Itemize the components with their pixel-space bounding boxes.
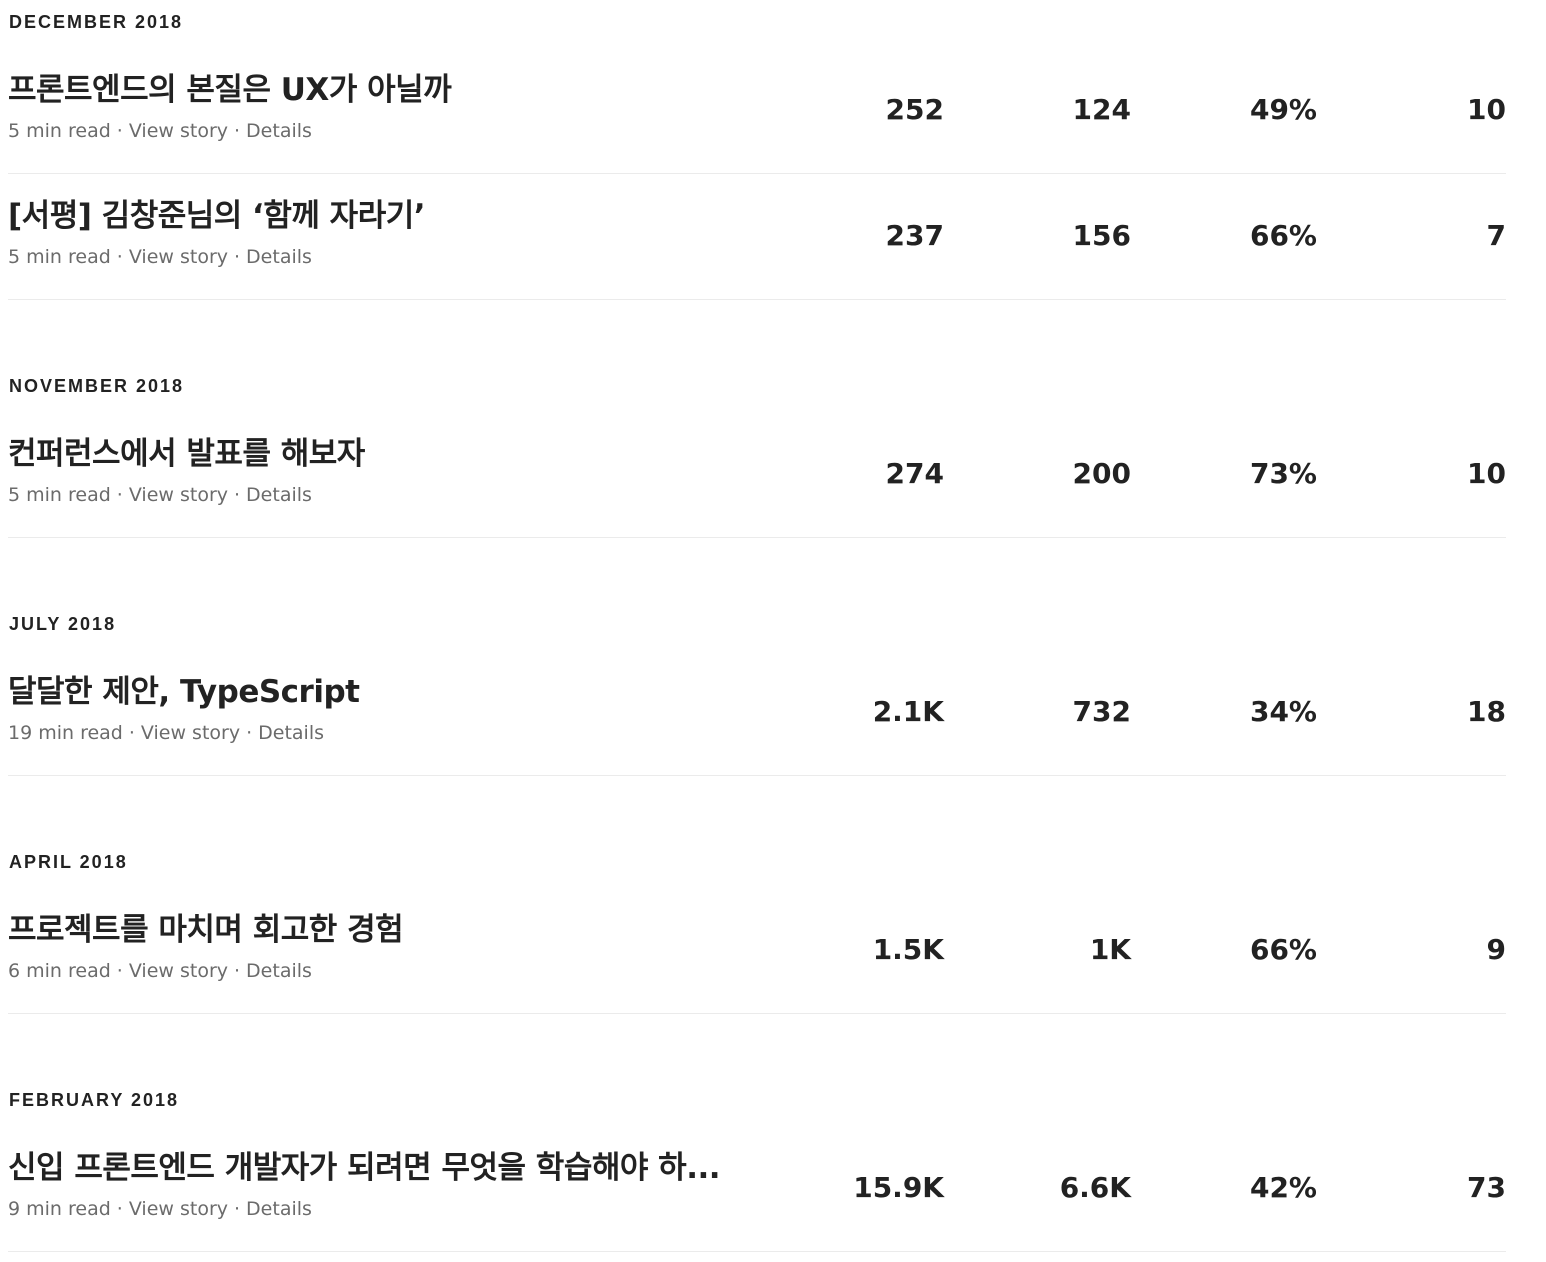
fans-count: 9 (1486, 933, 1506, 966)
story-title[interactable]: 컨퍼런스에서 발표를 해보자 (8, 436, 365, 472)
reads-count: 124 (1072, 93, 1131, 126)
reads-count: 200 (1072, 457, 1131, 490)
fans-count: 73 (1467, 1171, 1506, 1204)
meta-separator: · (116, 484, 123, 506)
view-story-link[interactable]: View story (128, 484, 228, 506)
reads-count: 156 (1072, 219, 1131, 252)
read-time: 9 min read (8, 1198, 111, 1220)
month-header: APRIL 2018 (9, 852, 128, 872)
read-ratio: 66% (1249, 933, 1317, 966)
reads-count: 6.6K (1059, 1171, 1131, 1204)
story-title[interactable]: 프론트엔드의 본질은 UX가 아닐까 (8, 72, 452, 108)
meta-separator: · (234, 484, 241, 506)
meta-separator: · (116, 120, 123, 142)
read-time: 5 min read (8, 120, 111, 142)
views-count: 252 (885, 93, 944, 126)
story-meta: 6 min read · View story · Details (8, 958, 312, 984)
story-meta: 9 min read · View story · Details (8, 1196, 312, 1222)
view-story-link[interactable]: View story (128, 120, 228, 142)
details-link[interactable]: Details (258, 722, 324, 744)
story-meta: 5 min read · View story · Details (8, 482, 312, 508)
month-header: FEBRUARY 2018 (9, 1090, 180, 1110)
read-ratio: 73% (1249, 457, 1317, 490)
read-ratio: 42% (1249, 1171, 1317, 1204)
story-row: 신입 프론트엔드 개발자가 되려면 무엇을 학습해야 하... 9 min re… (8, 1126, 1506, 1252)
story-meta: 19 min read · View story · Details (8, 720, 324, 746)
meta-separator: · (234, 120, 241, 142)
story-title[interactable]: 신입 프론트엔드 개발자가 되려면 무엇을 학습해야 하... (8, 1150, 721, 1186)
meta-separator: · (128, 722, 135, 744)
views-count: 1.5K (872, 933, 944, 966)
meta-separator: · (234, 246, 241, 268)
meta-separator: · (246, 722, 253, 744)
details-link[interactable]: Details (246, 246, 312, 268)
read-ratio: 66% (1249, 219, 1317, 252)
details-link[interactable]: Details (246, 960, 312, 982)
story-meta: 5 min read · View story · Details (8, 244, 312, 270)
read-time: 19 min read (8, 722, 123, 744)
month-header: DECEMBER 2018 (9, 12, 184, 32)
views-count: 274 (885, 457, 944, 490)
reads-count: 1K (1089, 933, 1131, 966)
meta-separator: · (234, 960, 241, 982)
story-row: 프로젝트를 마치며 회고한 경험 6 min read · View story · D… (8, 888, 1506, 1014)
fans-count: 18 (1467, 695, 1506, 728)
story-row: 프론트엔드의 본질은 UX가 아닐까 5 min read · View story… (8, 48, 1506, 174)
read-ratio: 34% (1249, 695, 1317, 728)
story-title[interactable]: [서평] 김창준님의 ‘함께 자라기’ (8, 198, 426, 234)
story-meta: 5 min read · View story · Details (8, 118, 312, 144)
reads-count: 732 (1072, 695, 1131, 728)
story-title[interactable]: 달달한 제안, TypeScript (8, 674, 360, 710)
month-header: JULY 2018 (9, 614, 117, 634)
meta-separator: · (116, 1198, 123, 1220)
read-ratio: 49% (1249, 93, 1317, 126)
read-time: 5 min read (8, 484, 111, 506)
view-story-link[interactable]: View story (128, 1198, 228, 1220)
views-count: 237 (885, 219, 944, 252)
details-link[interactable]: Details (246, 484, 312, 506)
read-time: 5 min read (8, 246, 111, 268)
views-count: 2.1K (872, 695, 944, 728)
read-time: 6 min read (8, 960, 111, 982)
view-story-link[interactable]: View story (128, 960, 228, 982)
story-row: 컨퍼런스에서 발표를 해보자 5 min read · View story · Det… (8, 412, 1506, 538)
month-header: NOVEMBER 2018 (9, 376, 185, 396)
story-row: 달달한 제안, TypeScript 19 min read · View stor… (8, 650, 1506, 776)
story-row: [서평] 김창준님의 ‘함께 자라기’ 5 min read · View stor… (8, 174, 1506, 300)
meta-separator: · (234, 1198, 241, 1220)
fans-count: 7 (1486, 219, 1506, 252)
fans-count: 10 (1467, 457, 1506, 490)
meta-separator: · (116, 246, 123, 268)
meta-separator: · (116, 960, 123, 982)
details-link[interactable]: Details (246, 120, 312, 142)
view-story-link[interactable]: View story (128, 246, 228, 268)
view-story-link[interactable]: View story (140, 722, 241, 744)
views-count: 15.9K (853, 1171, 944, 1204)
fans-count: 10 (1467, 93, 1506, 126)
story-title[interactable]: 프로젝트를 마치며 회고한 경험 (8, 912, 404, 948)
details-link[interactable]: Details (246, 1198, 312, 1220)
